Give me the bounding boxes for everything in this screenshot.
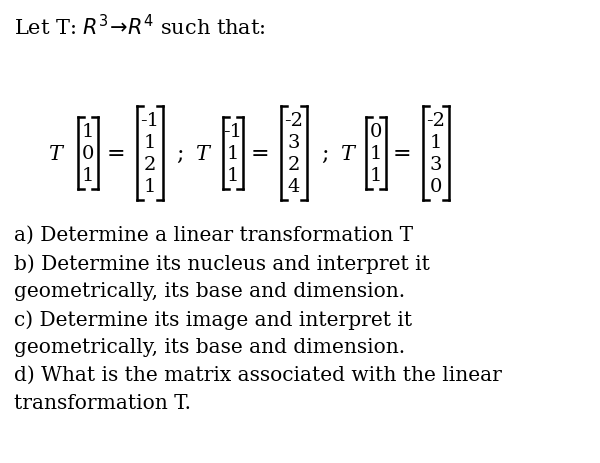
Text: 1: 1 bbox=[227, 167, 239, 185]
Text: -1: -1 bbox=[140, 112, 160, 130]
Text: =: = bbox=[392, 143, 412, 165]
Text: 1: 1 bbox=[82, 167, 94, 185]
Text: d) What is the matrix associated with the linear: d) What is the matrix associated with th… bbox=[14, 365, 502, 384]
Text: 4: 4 bbox=[288, 178, 300, 195]
Text: ;: ; bbox=[321, 143, 329, 165]
Text: 1: 1 bbox=[144, 134, 156, 152]
Text: 1: 1 bbox=[82, 123, 94, 141]
Text: T: T bbox=[340, 144, 354, 163]
Text: =: = bbox=[251, 143, 269, 165]
Text: 1: 1 bbox=[370, 167, 382, 185]
Text: 3: 3 bbox=[288, 134, 300, 152]
Text: 2: 2 bbox=[144, 156, 156, 174]
Text: 1: 1 bbox=[370, 144, 382, 163]
Text: 0: 0 bbox=[82, 144, 94, 163]
Text: T: T bbox=[48, 144, 62, 163]
Text: 0: 0 bbox=[430, 178, 442, 195]
Text: geometrically, its base and dimension.: geometrically, its base and dimension. bbox=[14, 337, 405, 356]
Text: a) Determine a linear transformation T: a) Determine a linear transformation T bbox=[14, 225, 413, 244]
Text: Let T: $R^3\!\rightarrow\!R^4$ such that:: Let T: $R^3\!\rightarrow\!R^4$ such that… bbox=[14, 14, 266, 39]
Text: 1: 1 bbox=[430, 134, 442, 152]
Text: -2: -2 bbox=[284, 112, 304, 130]
Text: =: = bbox=[107, 143, 125, 165]
Text: 3: 3 bbox=[430, 156, 442, 174]
Text: ;: ; bbox=[176, 143, 184, 165]
Text: b) Determine its nucleus and interpret it: b) Determine its nucleus and interpret i… bbox=[14, 253, 430, 273]
Text: 2: 2 bbox=[288, 156, 300, 174]
Text: 1: 1 bbox=[144, 178, 156, 195]
Text: c) Determine its image and interpret it: c) Determine its image and interpret it bbox=[14, 309, 412, 329]
Text: -1: -1 bbox=[224, 123, 242, 141]
Text: 0: 0 bbox=[370, 123, 382, 141]
Text: geometrically, its base and dimension.: geometrically, its base and dimension. bbox=[14, 282, 405, 300]
Text: transformation T.: transformation T. bbox=[14, 393, 191, 412]
Text: 1: 1 bbox=[227, 144, 239, 163]
Text: -2: -2 bbox=[427, 112, 446, 130]
Text: T: T bbox=[195, 144, 209, 163]
